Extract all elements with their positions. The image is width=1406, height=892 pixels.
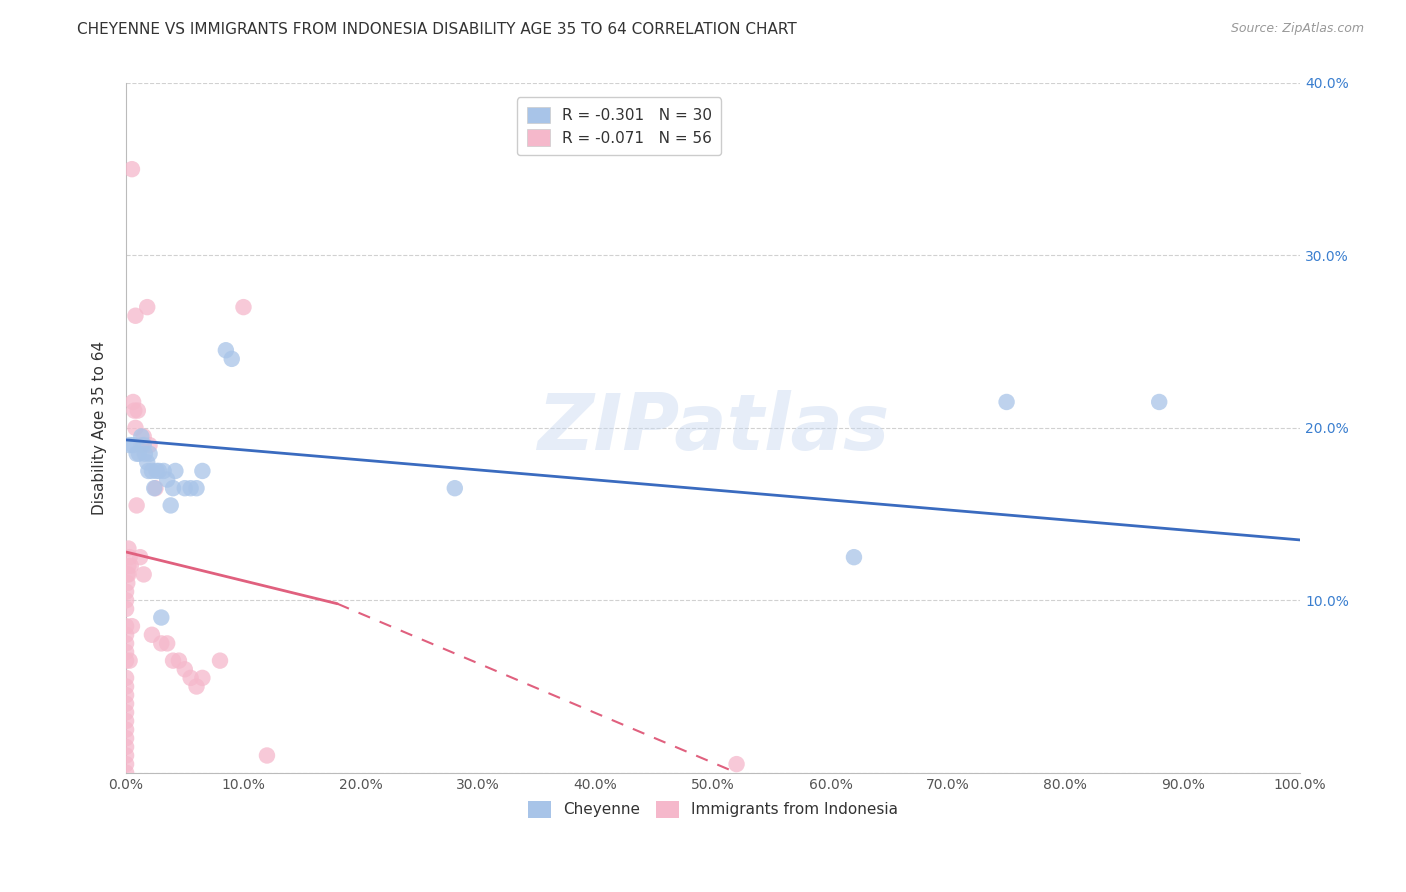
Point <box>138 464 160 478</box>
Point <box>117 567 139 582</box>
Point <box>131 438 153 452</box>
Text: ZIPatlas: ZIPatlas <box>537 390 889 466</box>
Point <box>120 558 142 573</box>
Point <box>115 731 138 746</box>
Point <box>125 447 148 461</box>
Point <box>115 593 138 607</box>
Point <box>115 723 138 737</box>
Point <box>173 481 195 495</box>
Point <box>232 300 254 314</box>
Point <box>115 584 138 599</box>
Point <box>162 481 184 495</box>
Point <box>121 619 143 633</box>
Point <box>138 438 160 452</box>
Point <box>1147 395 1170 409</box>
Point <box>145 464 167 478</box>
Point <box>136 455 159 469</box>
Point <box>115 671 138 685</box>
Point <box>842 550 865 565</box>
Point <box>122 438 145 452</box>
Text: Source: ZipAtlas.com: Source: ZipAtlas.com <box>1230 22 1364 36</box>
Point <box>115 645 138 659</box>
Point <box>115 748 138 763</box>
Legend: Cheyenne, Immigrants from Indonesia: Cheyenne, Immigrants from Indonesia <box>522 795 904 823</box>
Point <box>186 680 208 694</box>
Point <box>118 550 141 565</box>
Point <box>141 464 163 478</box>
Point <box>118 654 141 668</box>
Point <box>143 481 166 495</box>
Point <box>725 757 748 772</box>
Point <box>115 706 138 720</box>
Point <box>131 429 153 443</box>
Point <box>118 438 141 452</box>
Point <box>180 671 202 685</box>
Point <box>115 739 138 754</box>
Point <box>115 680 138 694</box>
Point <box>124 309 146 323</box>
Point <box>125 499 148 513</box>
Point <box>115 654 138 668</box>
Point <box>191 464 214 478</box>
Point <box>167 654 190 668</box>
Point <box>162 654 184 668</box>
Point <box>443 481 465 495</box>
Point <box>221 351 243 366</box>
Point <box>115 688 138 702</box>
Point <box>115 628 138 642</box>
Point <box>165 464 187 478</box>
Point <box>132 438 155 452</box>
Point <box>136 300 159 314</box>
Point <box>173 662 195 676</box>
Point <box>256 748 278 763</box>
Point <box>115 697 138 711</box>
Point <box>191 671 214 685</box>
Point <box>115 602 138 616</box>
Point <box>138 447 160 461</box>
Point <box>115 714 138 728</box>
Point <box>115 765 138 780</box>
Point <box>115 757 138 772</box>
Y-axis label: Disability Age 35 to 64: Disability Age 35 to 64 <box>93 341 107 515</box>
Point <box>129 550 152 565</box>
Point <box>128 447 150 461</box>
Point <box>117 558 139 573</box>
Point <box>115 619 138 633</box>
Point <box>208 654 231 668</box>
Point <box>186 481 208 495</box>
Point <box>117 567 139 582</box>
Point <box>159 499 181 513</box>
Point <box>152 464 174 478</box>
Text: CHEYENNE VS IMMIGRANTS FROM INDONESIA DISABILITY AGE 35 TO 64 CORRELATION CHART: CHEYENNE VS IMMIGRANTS FROM INDONESIA DI… <box>77 22 797 37</box>
Point <box>215 343 238 358</box>
Point <box>127 403 149 417</box>
Point <box>995 395 1018 409</box>
Point <box>132 429 155 443</box>
Point <box>180 481 202 495</box>
Point <box>150 610 173 624</box>
Point <box>148 464 170 478</box>
Point <box>115 636 138 650</box>
Point <box>156 636 179 650</box>
Point <box>124 421 146 435</box>
Point <box>124 403 146 417</box>
Point <box>117 576 139 591</box>
Point <box>141 628 163 642</box>
Point <box>156 473 179 487</box>
Point <box>134 447 156 461</box>
Point <box>117 541 139 556</box>
Point <box>145 481 167 495</box>
Point <box>132 567 155 582</box>
Point <box>121 162 143 177</box>
Point <box>150 636 173 650</box>
Point <box>122 395 145 409</box>
